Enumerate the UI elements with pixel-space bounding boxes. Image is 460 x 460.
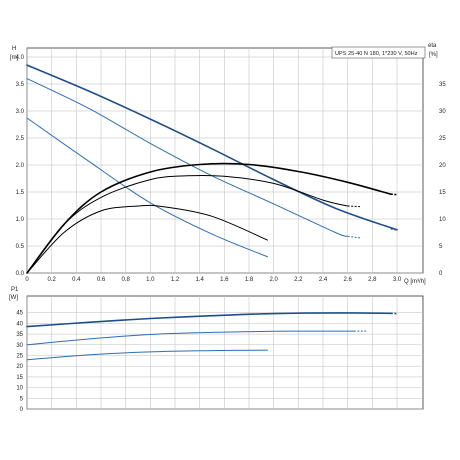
x-tick-label: 2.2 xyxy=(294,277,303,283)
p1-tick-label: 35 xyxy=(16,332,23,338)
y-tick-label: 3.0 xyxy=(16,109,25,115)
y-tick-label: 2.5 xyxy=(16,136,25,142)
x-tick-label: 1.4 xyxy=(195,277,204,283)
top-plot-ticks: 0 0.2 0.4 0.6 0.8 1.0 1.2 1.4 1.6 1.8 2.0 2.2 2.4 2.6… xyxy=(16,55,447,283)
legend-box xyxy=(331,46,426,59)
eta-curve-6 xyxy=(26,204,268,274)
y-tick-label: 3.5 xyxy=(16,82,25,88)
y-tick-label: 1.5 xyxy=(16,190,25,196)
y-tick-label: 0.5 xyxy=(16,244,25,250)
head-curve-1 xyxy=(26,64,398,231)
x-tick-label: 2.4 xyxy=(319,277,328,283)
y2-tick-label: 20 xyxy=(439,163,446,169)
head-curve-1-dashed-tail xyxy=(390,227,398,231)
x-tick-label: 0.8 xyxy=(121,277,130,283)
x-tick-label: 2.8 xyxy=(368,277,377,283)
y2-axis-label-eta: eta xyxy=(428,43,437,49)
x-tick-label: 1.8 xyxy=(245,277,254,283)
y2-tick-label: 5 xyxy=(439,244,443,250)
x-tick-label: 1.6 xyxy=(220,277,229,283)
eta-curve-5 xyxy=(26,174,349,274)
power-curve-2 xyxy=(26,330,355,346)
y-axis-label-h: H xyxy=(12,46,16,52)
x-axis-label-q: Q [m³/h] xyxy=(404,279,426,285)
x-tick-label: 0.6 xyxy=(97,277,106,283)
eta-curve-4 xyxy=(26,162,392,274)
top-plot-grid xyxy=(26,47,424,274)
y2-tick-label: 30 xyxy=(439,109,446,115)
y-tick-label: 4.0 xyxy=(16,55,25,61)
p1-tick-label: 15 xyxy=(16,375,23,381)
y2-tick-label: 10 xyxy=(439,217,446,223)
p1-tick-label: 25 xyxy=(16,354,23,360)
p1-tick-label: 40 xyxy=(16,321,23,327)
legend-text: UPS 25-40 N 180, 1*230 V, 50Hz xyxy=(335,51,418,57)
p1-axis-label: P1 xyxy=(11,287,19,293)
power-curve-3 xyxy=(26,349,268,361)
p1-axis-unit-w: [W] xyxy=(9,295,18,301)
y-tick-label: 1.0 xyxy=(16,217,25,223)
x-tick-label: 1.2 xyxy=(171,277,180,283)
y2-tick-label: 0 xyxy=(439,271,443,277)
x-tick-label: 0.4 xyxy=(72,277,81,283)
top-plot-series xyxy=(26,64,398,274)
y-axis-unit-m: [m] xyxy=(10,55,19,61)
p1-tick-label: 45 xyxy=(16,311,23,317)
eta-curve-4-dashed-tail xyxy=(390,193,398,196)
bottom-plot-ticks: 0 5 10 15 20 25 30 35 40 45 xyxy=(16,311,23,413)
x-tick-label: 0 xyxy=(25,277,29,283)
x-tick-label: 0.2 xyxy=(47,277,56,283)
p1-tick-label: 0 xyxy=(20,407,24,413)
head-curve-2-dashed-tail xyxy=(347,235,361,239)
bottom-plot-series xyxy=(26,312,398,361)
y2-tick-label: 15 xyxy=(439,190,446,196)
x-tick-label: 1.0 xyxy=(146,277,155,283)
p1-tick-label: 10 xyxy=(16,386,23,392)
p1-tick-label: 20 xyxy=(16,364,23,370)
x-tick-label: 2.6 xyxy=(343,277,352,283)
y2-axis-unit-percent: [%] xyxy=(429,52,438,58)
p1-tick-label: 30 xyxy=(16,343,23,349)
eta-curve-5-dashed-tail xyxy=(347,205,361,208)
head-curve-3 xyxy=(26,117,268,258)
y2-tick-label: 35 xyxy=(439,82,446,88)
y2-tick-label: 25 xyxy=(439,136,446,142)
x-tick-label: 3.0 xyxy=(393,277,402,283)
power-curve-1 xyxy=(26,312,392,328)
p1-tick-label: 5 xyxy=(20,396,24,402)
y-tick-label: 0.0 xyxy=(16,271,25,277)
x-tick-label: 2.0 xyxy=(269,277,278,283)
y-tick-label: 2.0 xyxy=(16,163,25,169)
